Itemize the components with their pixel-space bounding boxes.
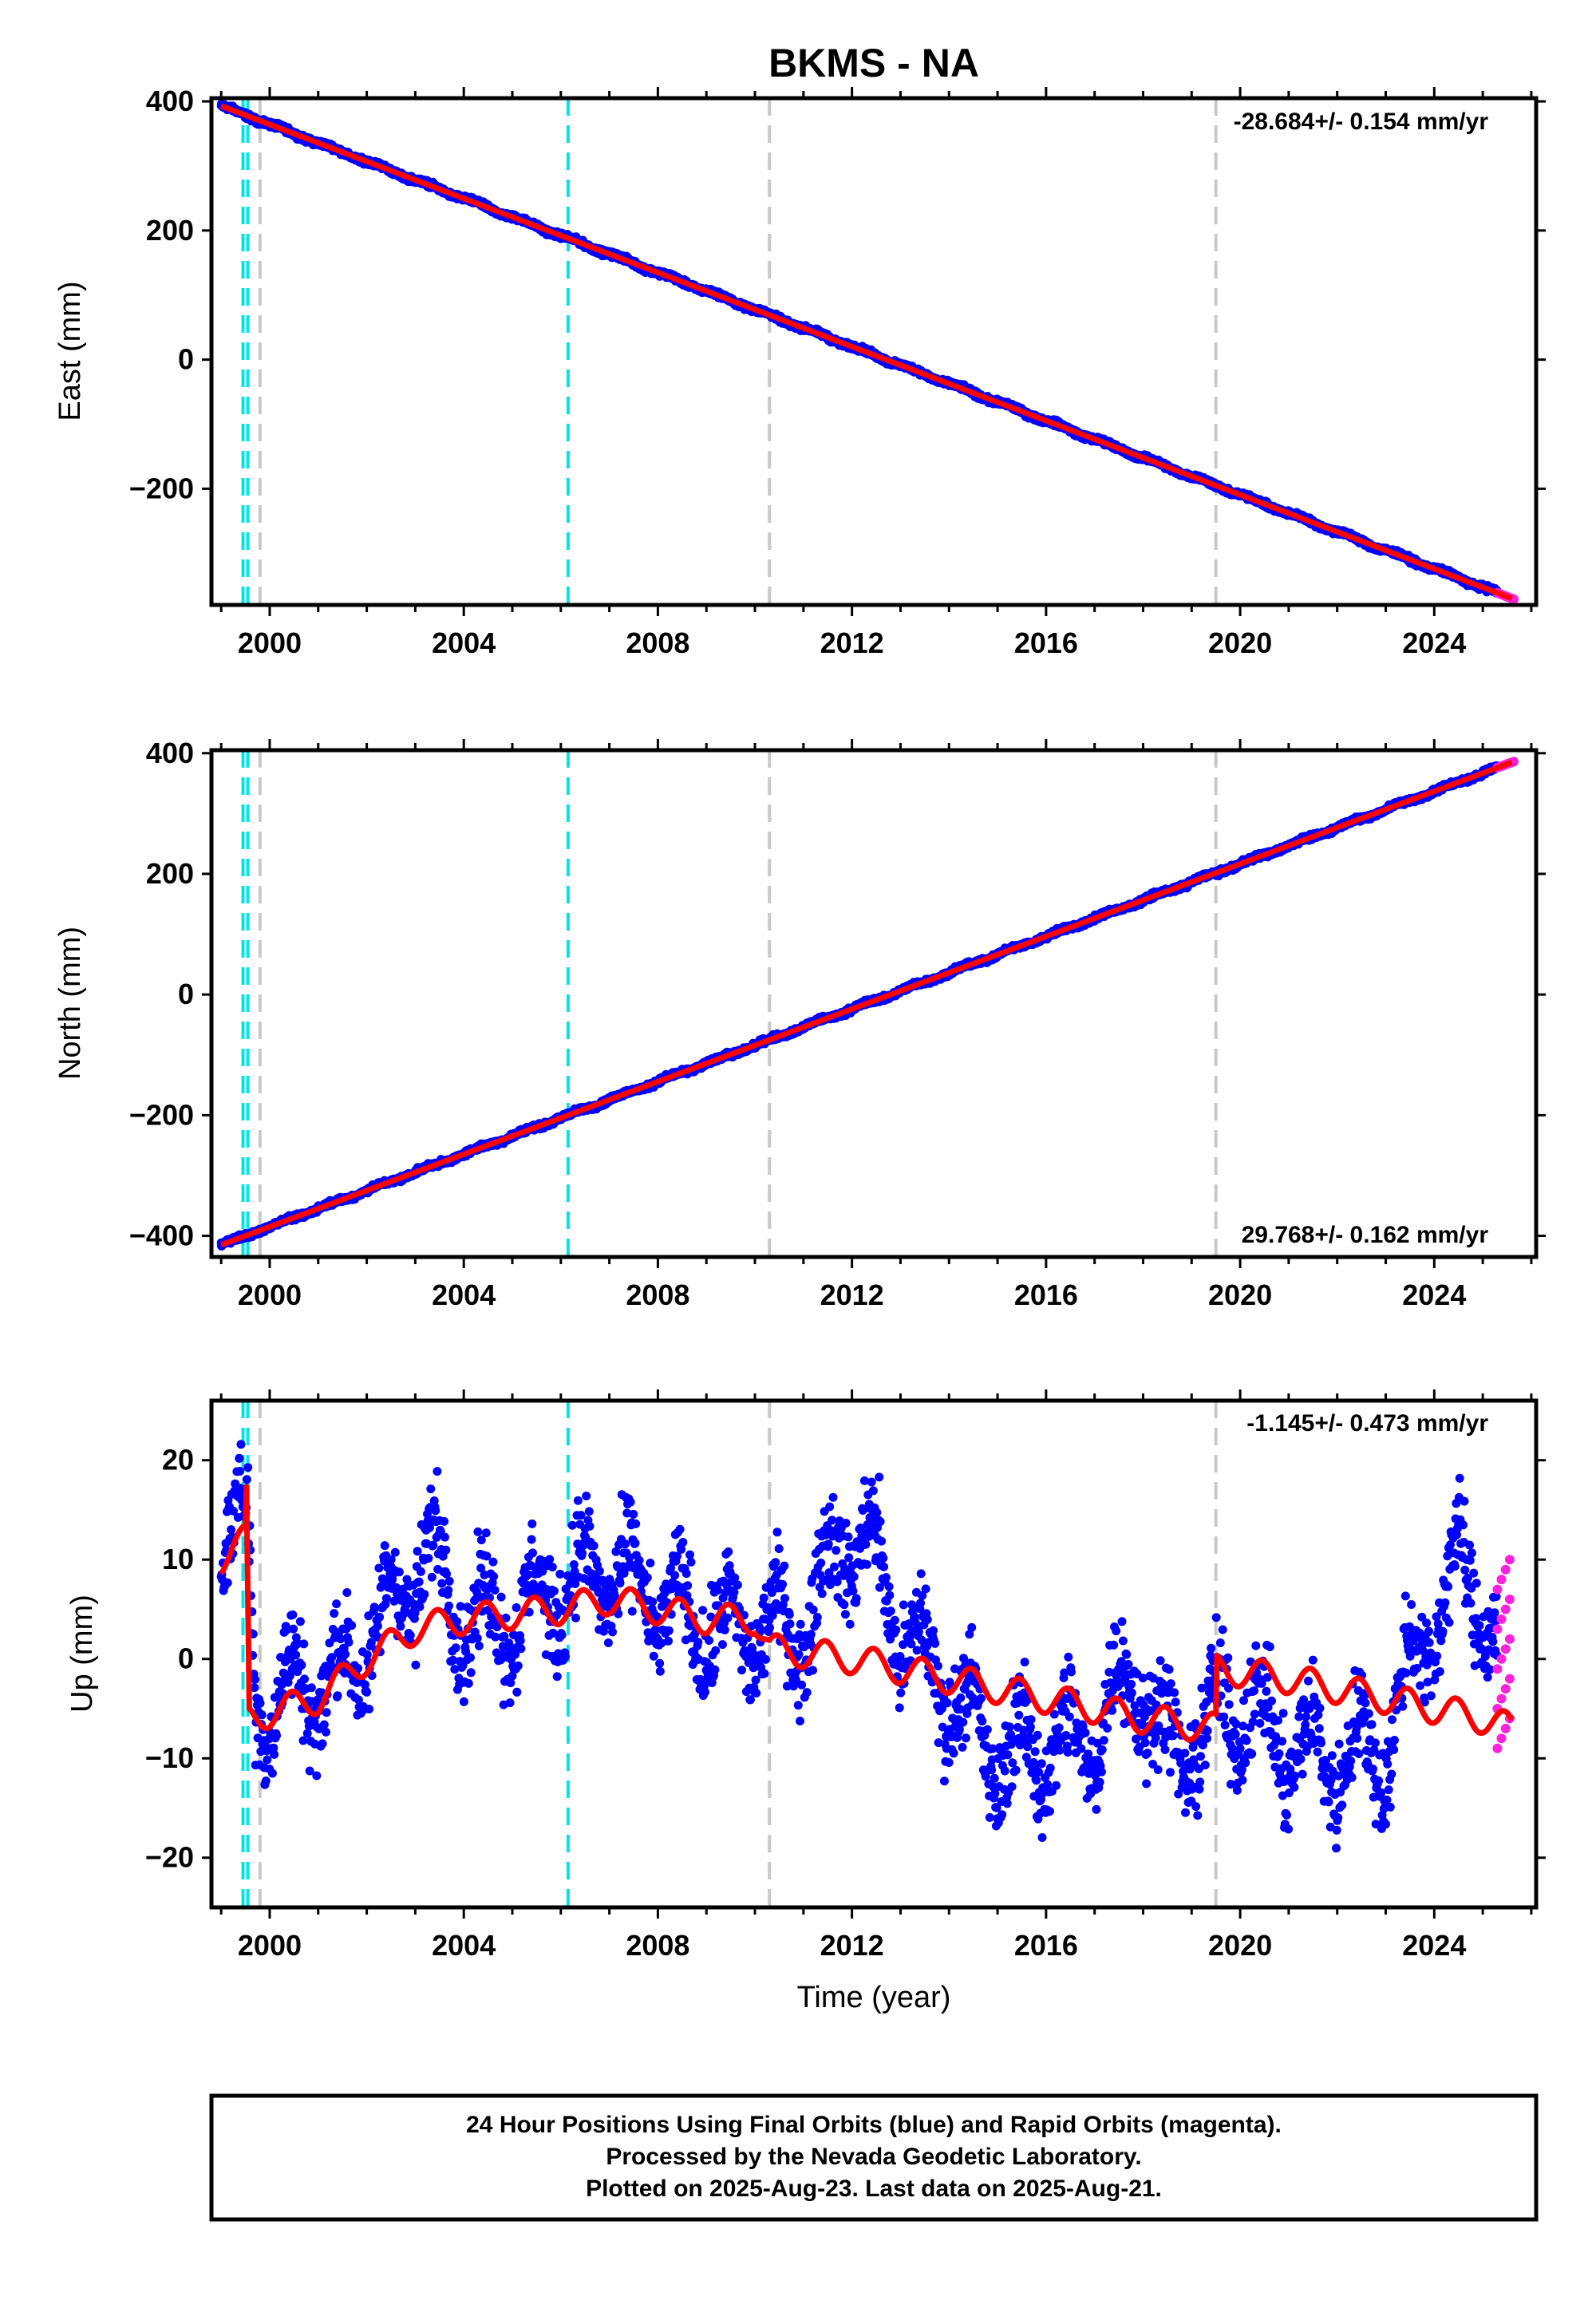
y-tick-label: 200 xyxy=(146,214,194,247)
x-tick-label: 2000 xyxy=(238,626,302,659)
x-tick-label: 2024 xyxy=(1402,626,1466,659)
y-tick-label: 0 xyxy=(178,343,194,376)
x-tick-label: 2016 xyxy=(1014,626,1078,659)
east-axis-label: East (mm) xyxy=(53,281,87,421)
x-tick-label: 2020 xyxy=(1208,626,1272,659)
y-tick-label: 400 xyxy=(146,85,194,117)
east-rate-label: -28.684+/- 0.154 mm/yr xyxy=(1234,109,1489,135)
x-tick-label: 2004 xyxy=(432,626,496,659)
y-tick-label: −200 xyxy=(129,472,194,504)
x-tick-label: 2008 xyxy=(626,626,689,659)
model-line xyxy=(219,103,1513,602)
chart-title: BKMS - NA xyxy=(768,41,979,85)
x-tick-label: 2012 xyxy=(820,626,884,659)
